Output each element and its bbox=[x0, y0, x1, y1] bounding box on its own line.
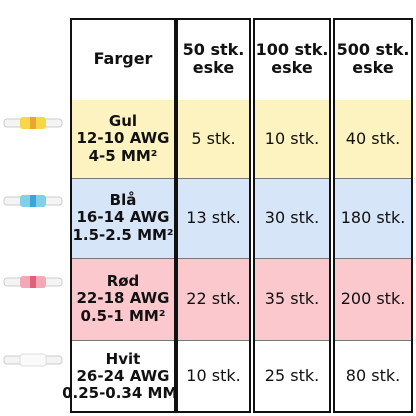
text: 500 stk. bbox=[336, 39, 410, 59]
text: Farger bbox=[93, 48, 153, 68]
text: 35 stk. bbox=[264, 288, 320, 308]
connector-yellow bbox=[3, 117, 63, 129]
header-cell: 50 stk. eske bbox=[176, 18, 251, 100]
row-separator bbox=[253, 340, 331, 341]
row-separator bbox=[333, 258, 413, 259]
count-cell: 180 stk. bbox=[333, 178, 413, 258]
row-separator bbox=[70, 340, 176, 341]
text: 10 stk. bbox=[186, 366, 241, 386]
row-separator bbox=[70, 178, 176, 179]
text: 180 stk. bbox=[340, 207, 406, 227]
text: 13 stk. bbox=[186, 207, 241, 227]
text: 0.5-1 MM² bbox=[80, 306, 166, 325]
row-separator bbox=[253, 178, 331, 179]
text: Hvit bbox=[105, 349, 141, 368]
text: 80 stk. bbox=[345, 366, 401, 386]
text: 16-14 AWG bbox=[76, 208, 170, 227]
text: 25 stk. bbox=[264, 366, 320, 386]
text: 0.25-0.34 MM² bbox=[62, 384, 184, 403]
color-cell: Hvit 26-24 AWG 0.25-0.34 MM² bbox=[62, 340, 184, 413]
row-separator bbox=[333, 178, 413, 179]
row-separator bbox=[176, 258, 251, 259]
text: 30 stk. bbox=[264, 207, 320, 227]
text: Gul bbox=[108, 112, 138, 131]
color-cell: Gul 12-10 AWG 4-5 MM² bbox=[70, 100, 176, 178]
count-cell: 30 stk. bbox=[253, 178, 331, 258]
text: 4-5 MM² bbox=[88, 146, 158, 165]
count-cell: 5 stk. bbox=[176, 100, 251, 178]
header-cell: Farger bbox=[70, 18, 176, 100]
text: eske bbox=[192, 58, 235, 77]
count-cell: 35 stk. bbox=[253, 258, 331, 340]
row-separator bbox=[70, 258, 176, 259]
count-cell: 25 stk. bbox=[253, 340, 331, 413]
text: 50 stk. bbox=[182, 39, 245, 59]
row-separator bbox=[253, 258, 331, 259]
text: 12-10 AWG bbox=[76, 129, 170, 148]
count-cell: 200 stk. bbox=[333, 258, 413, 340]
count-cell: 40 stk. bbox=[333, 100, 413, 178]
header-cell: 500 stk. eske bbox=[333, 18, 413, 100]
text: 10 stk. bbox=[264, 128, 320, 148]
row-separator bbox=[333, 340, 413, 341]
connector-red bbox=[3, 276, 63, 288]
count-cell: 22 stk. bbox=[176, 258, 251, 340]
text: eske bbox=[352, 58, 394, 77]
connector-icons bbox=[3, 117, 63, 367]
count-cell: 10 stk. bbox=[253, 100, 331, 178]
text: Blå bbox=[109, 191, 137, 210]
text: 26-24 AWG bbox=[76, 366, 170, 385]
connector-blue bbox=[3, 195, 63, 207]
count-cell: 80 stk. bbox=[333, 340, 413, 413]
count-cell: 10 stk. bbox=[176, 340, 251, 413]
row-separator bbox=[176, 340, 251, 341]
text: eske bbox=[271, 58, 313, 77]
connector-white bbox=[3, 353, 63, 367]
text: 22-18 AWG bbox=[76, 289, 170, 308]
count-cell: 13 stk. bbox=[176, 178, 251, 258]
text: 5 stk. bbox=[191, 128, 236, 148]
text: 200 stk. bbox=[340, 288, 406, 308]
text: 1.5-2.5 MM² bbox=[72, 225, 174, 244]
color-cell: Blå 16-14 AWG 1.5-2.5 MM² bbox=[70, 178, 176, 258]
row-separator bbox=[176, 178, 251, 179]
color-cell: Rød 22-18 AWG 0.5-1 MM² bbox=[70, 258, 176, 340]
text: 40 stk. bbox=[345, 128, 401, 148]
text: Rød bbox=[106, 272, 140, 291]
text: 22 stk. bbox=[186, 288, 241, 308]
text: 100 stk. bbox=[255, 39, 329, 59]
header-cell: 100 stk. eske bbox=[253, 18, 331, 100]
